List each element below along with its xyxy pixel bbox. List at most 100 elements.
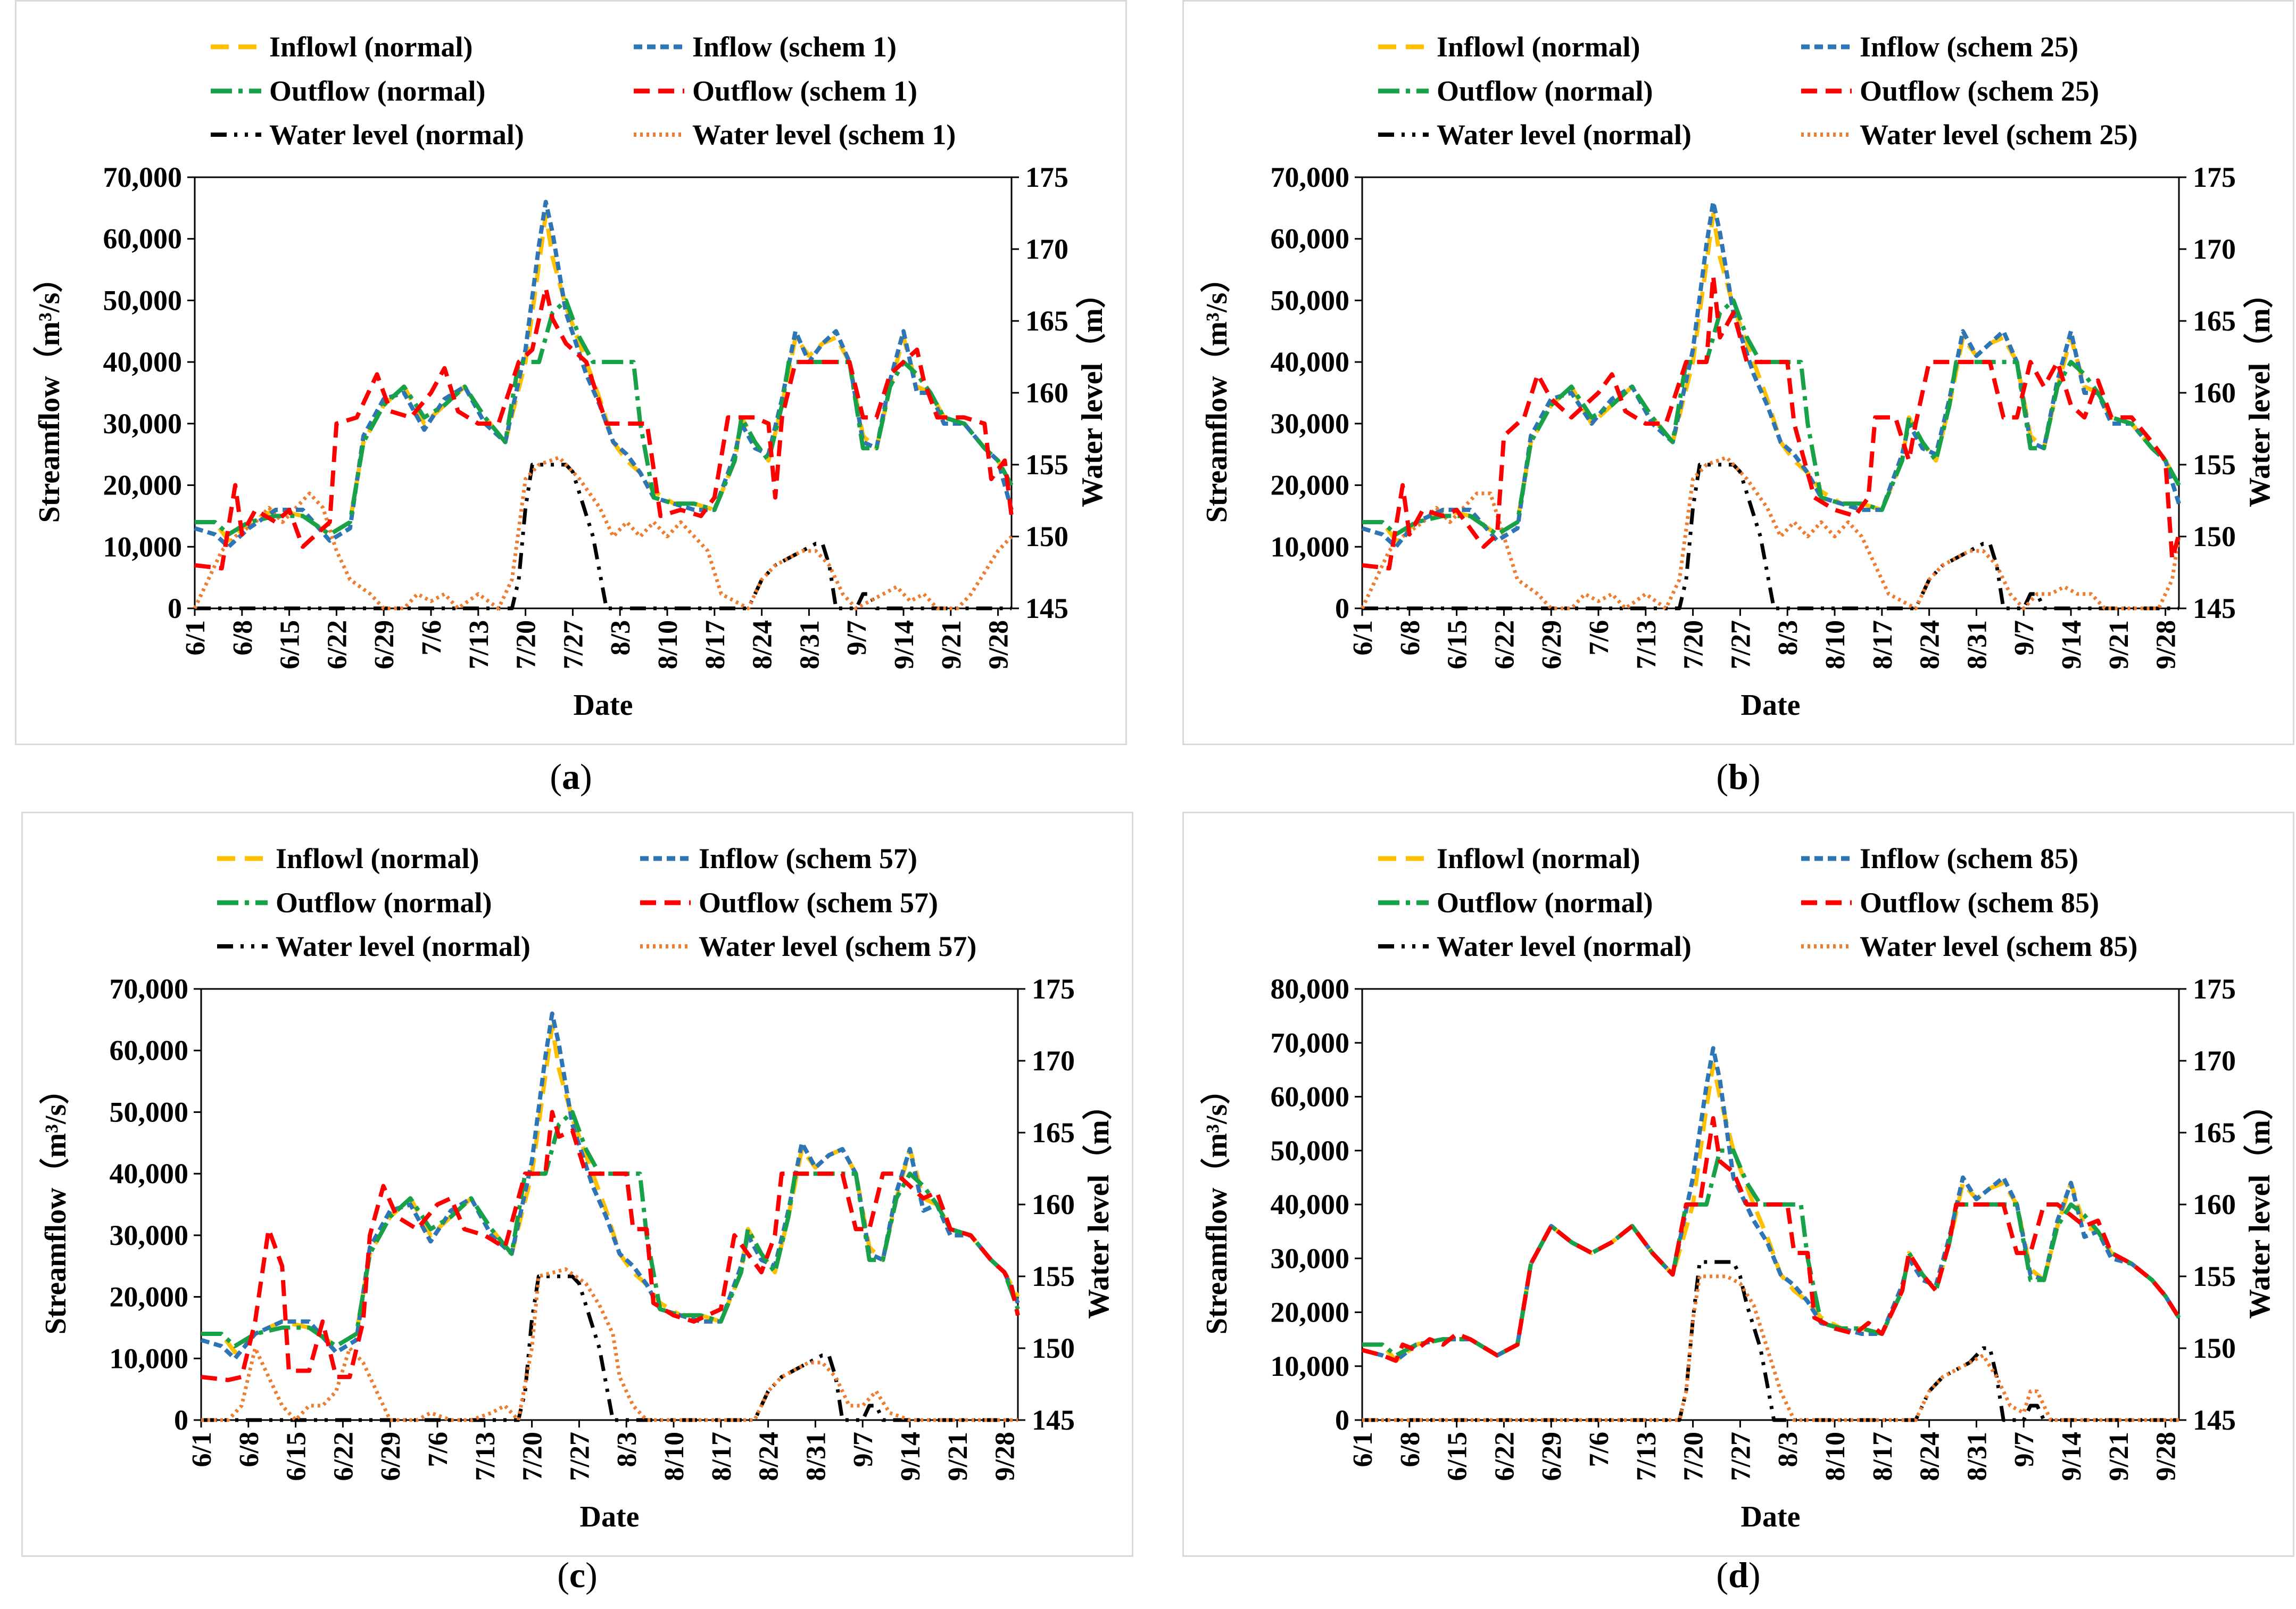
x-tick-label: 7/6 [423,1432,453,1467]
x-axis-title: Date [1741,1500,1801,1533]
x-tick-label: 8/31 [1962,620,1992,669]
y-tick-label: 10,000 [103,531,183,563]
x-tick-label: 8/3 [1773,620,1803,655]
series-line [1361,200,2181,549]
x-tick-label: 7/27 [558,620,588,669]
y2-tick-label: 170 [2193,233,2236,265]
chart-svg-b: Inflowl (normal) Inflow (schem 25) Outflow… [1200,31,2276,722]
x-tick-label: 7/20 [1679,620,1709,669]
x-tick-label: 9/7 [2009,1432,2040,1467]
x-tick-label: 9/28 [984,620,1014,669]
legend-label: Water level (normal) [269,119,524,151]
y-tick-label: 30,000 [110,1219,189,1251]
series-line [1362,298,2181,537]
y2-tick-label: 145 [2193,1404,2236,1436]
x-tick-label: 9/7 [848,1432,878,1467]
series-line [1362,1274,2179,1422]
y2-tick-label: 155 [2193,449,2236,481]
legend-label: Outflow (normal) [1437,887,1653,919]
x-tick-label: 9/21 [2104,1432,2134,1481]
y-tick-label: 30,000 [1271,408,1350,440]
x-tick-label: 6/29 [369,620,400,669]
x-tick-label: 8/17 [707,1432,737,1481]
x-tick-label: 7/20 [1679,1432,1709,1481]
legend-entry: Water level (normal) [1378,930,1692,962]
legend-label: Water level (normal) [1437,119,1692,151]
y-tick-label: 30,000 [103,408,183,440]
x-tick-label: 6/15 [275,620,305,669]
caption-letter-d: d [1728,1555,1748,1595]
legend-entry: Inflow (schem 1) [634,31,897,63]
y-tick-label: 60,000 [110,1035,189,1067]
x-tick-label: 8/3 [606,620,636,655]
legend-entry: Outflow (normal) [211,75,485,107]
x-tick-label: 8/24 [748,620,778,669]
y2-tick-label: 155 [1025,449,1068,481]
y2-tick-label: 160 [2193,377,2236,409]
y2-tick-label: 165 [1025,305,1068,337]
y2-tick-label: 150 [2193,1332,2236,1364]
series-line [195,298,1014,537]
x-tick-label: 6/8 [1395,620,1425,655]
y-tick-label: 70,000 [110,973,189,1005]
x-tick-label: 8/10 [653,620,683,669]
y-tick-label: 60,000 [103,223,183,255]
chart-panel-c: Inflowl (normal) Inflow (schem 57) Outflow… [21,812,1133,1557]
legend-label: Inflowl (normal) [269,31,473,63]
legend-entry: Water level (normal) [217,930,531,962]
series-line [193,456,1013,610]
x-tick-label: 8/3 [612,1432,642,1467]
y-tick-label: 60,000 [1271,223,1350,255]
y-tick-label: 40,000 [103,346,183,378]
legend-entry: Inflow (schem 57) [640,843,917,874]
y-tick-label: 20,000 [1271,1297,1350,1329]
x-tick-label: 9/14 [896,1432,926,1481]
legend-label: Inflowl (normal) [276,843,479,874]
x-tick-label: 8/24 [1915,1432,1945,1481]
series-line [1362,274,2181,571]
x-tick-label: 6/8 [234,1432,264,1467]
caption-c: (c) [557,1555,598,1595]
y2-tick-label: 150 [2193,521,2236,552]
series-line [201,1274,1018,1422]
legend-label: Water level (schem 1) [692,119,956,151]
x-tick-label: 7/13 [470,1432,501,1481]
y-tick-label: 0 [168,592,182,624]
legend-entry: Water level (schem 57) [640,930,976,962]
y2-tick-label: 150 [1032,1332,1075,1364]
legend-label: Inflow (schem 57) [699,843,917,874]
y-tick-label: 50,000 [110,1096,189,1128]
x-tick-label: 6/8 [1395,1432,1425,1467]
y-tick-label: 20,000 [1271,469,1350,501]
x-tick-label: 9/14 [2057,1432,2087,1481]
y-tick-label: 40,000 [110,1158,189,1190]
legend-entry: Outflow (schem 1) [634,75,917,107]
x-tick-label: 7/27 [565,1432,595,1481]
y-tick-label: 0 [174,1404,188,1436]
legend-label: Inflow (schem 85) [1860,843,2078,874]
y2-tick-label: 145 [1032,1404,1075,1436]
series-line [194,200,1014,549]
caption-a: (a) [550,756,592,797]
y-tick-label: 10,000 [1271,531,1350,563]
chart-svg-c: Inflowl (normal) Inflow (schem 57) Outflow… [39,843,1115,1533]
x-tick-label: 6/22 [1489,620,1520,669]
y2-axis-title: Water level（m） [2243,1090,2276,1319]
series-line [195,463,1012,610]
y2-tick-label: 175 [2193,161,2236,193]
legend-entry: Inflow (schem 25) [1801,31,2078,63]
y-tick-label: 0 [1335,592,1349,624]
legend-entry: Inflowl (normal) [1378,31,1640,63]
y-axis-title: Streamflow（m³/s） [1200,1075,1233,1335]
caption-d: (d) [1716,1555,1761,1595]
y-axis-title: Streamflow（m³/s） [1200,263,1233,523]
legend-label: Outflow (normal) [276,887,492,919]
y2-tick-label: 160 [1032,1189,1075,1220]
series-line [1362,1148,2181,1358]
y2-tick-label: 155 [2193,1260,2236,1292]
x-tick-label: 6/8 [228,620,258,655]
legend-label: Water level (schem 57) [699,930,976,962]
y-tick-label: 0 [1335,1404,1349,1436]
legend-entry: Outflow (schem 57) [640,887,938,919]
y2-tick-label: 145 [1025,592,1068,624]
